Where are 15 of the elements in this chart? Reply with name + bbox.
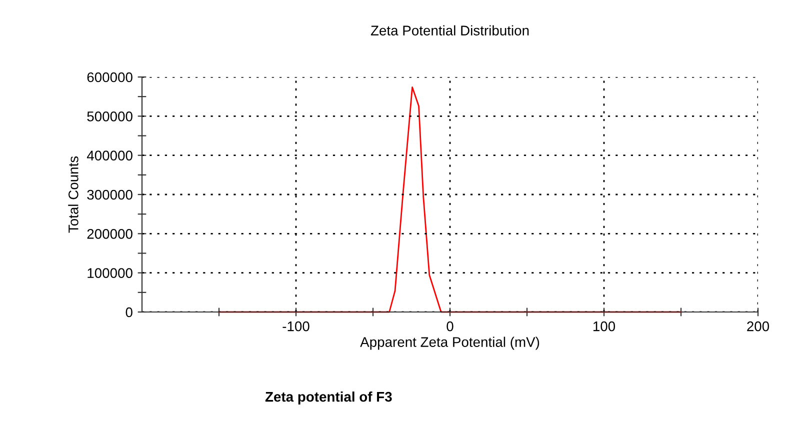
x-axis-title: Apparent Zeta Potential (mV) xyxy=(360,336,540,350)
y-tick-label: 300000 xyxy=(87,190,132,200)
chart-title: Zeta Potential Distribution xyxy=(370,25,529,36)
y-tick-label: 100000 xyxy=(88,268,132,278)
x-tick-label: 200 xyxy=(747,321,770,332)
y-tick-label: 400000 xyxy=(86,150,132,161)
x-tick-label: 100 xyxy=(593,321,616,332)
text: Zeta potential of F3 xyxy=(265,392,392,404)
y-tick-label: 500000 xyxy=(87,112,132,122)
y-axis-title: Total Counts xyxy=(68,156,78,233)
y-tick-label: 200000 xyxy=(87,229,132,239)
x-tick-label: 0 xyxy=(446,321,454,332)
y-tick-label: 600000 xyxy=(87,72,132,82)
y-tick-label: 0 xyxy=(126,307,132,318)
x-tick-label: -100 xyxy=(282,321,310,332)
